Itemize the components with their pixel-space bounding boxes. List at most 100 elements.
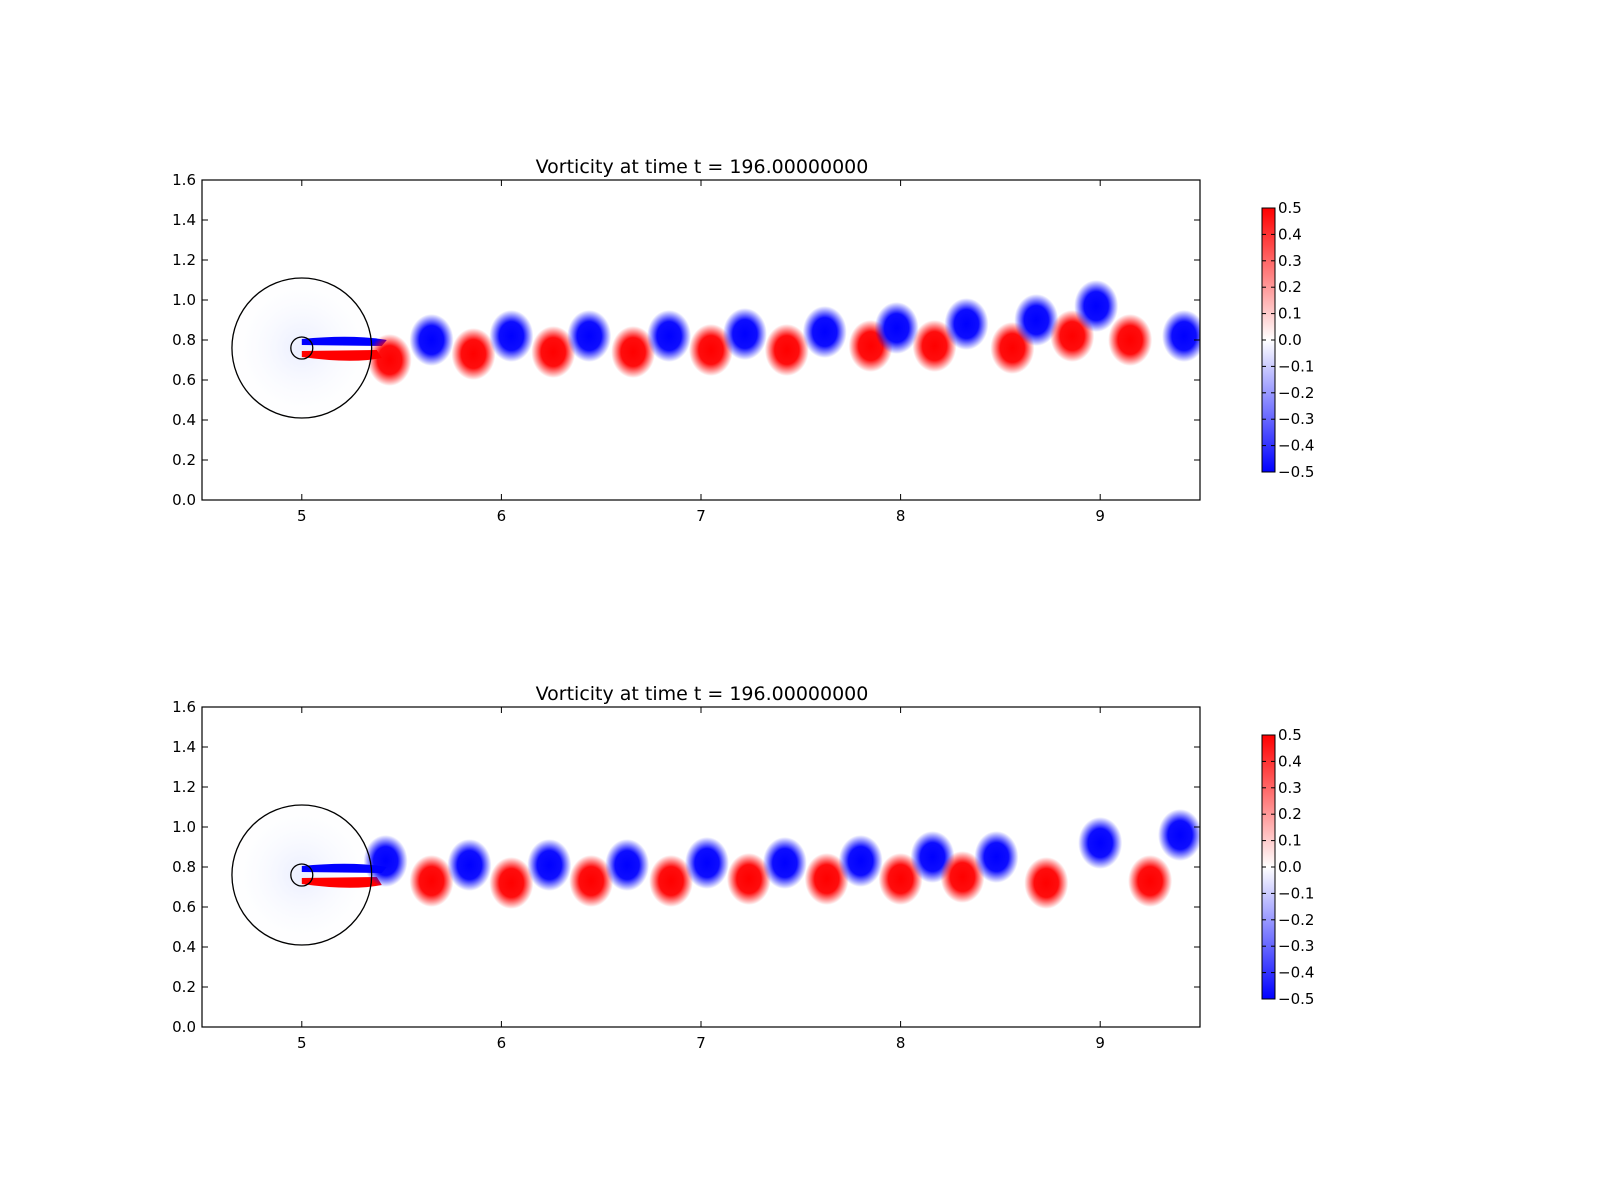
shear-layer-lower — [301, 877, 382, 888]
colorbar-tick-label: 0.2 — [1278, 278, 1302, 296]
y-tick-label: 0.2 — [172, 451, 196, 469]
x-axis: 5 6 7 8 9 — [297, 707, 1105, 1052]
vortex-negative — [409, 314, 454, 366]
vortex-positive — [1128, 855, 1173, 907]
vorticity-panel-bottom: Vorticity at time t = 196.00000000 5 6 7 8 9… — [172, 683, 1314, 1052]
y-tick-label: 0.8 — [172, 858, 196, 876]
vortex-positive — [1024, 857, 1069, 909]
x-tick-label: 6 — [497, 507, 507, 525]
colorbar-tick-label: 0.3 — [1278, 779, 1302, 797]
colorbar-tick-label: −0.5 — [1278, 463, 1314, 481]
y-tick-label: 1.6 — [172, 171, 196, 189]
y-axis: 0.0 0.2 0.4 0.6 0.8 1.0 1.2 1.4 1.6 — [172, 171, 1200, 509]
vortex-positive — [878, 853, 923, 905]
colorbar-tick-label: 0.5 — [1278, 199, 1302, 217]
vortex-negative — [489, 310, 534, 362]
colorbar-tick-label: 0.1 — [1278, 305, 1302, 323]
x-tick-label: 9 — [1095, 1034, 1105, 1052]
vortex-positive — [804, 853, 849, 905]
x-tick-label: 8 — [896, 1034, 906, 1052]
y-tick-label: 1.6 — [172, 698, 196, 716]
colorbar-tick-label: 0.4 — [1278, 225, 1302, 243]
colorbar: 0.5 0.4 0.3 0.2 0.1 0.0 −0.1 −0.2 −0.3 −0.4 −0.5 — [1261, 199, 1314, 481]
colorbar-tick-label: 0.0 — [1278, 858, 1302, 876]
vortex-negative — [974, 831, 1019, 883]
x-tick-label: 5 — [297, 507, 307, 525]
vortex-negative — [1078, 817, 1123, 869]
x-tick-label: 5 — [297, 1034, 307, 1052]
colorbar-tick-label: −0.4 — [1278, 437, 1314, 455]
vortex-positive — [688, 324, 733, 376]
vortex-negative — [944, 298, 989, 350]
shear-layer-lower — [301, 350, 382, 361]
y-tick-label: 1.2 — [172, 778, 196, 796]
y-tick-label: 0.8 — [172, 331, 196, 349]
x-tick-label: 6 — [497, 1034, 507, 1052]
y-tick-label: 1.4 — [172, 211, 196, 229]
cylinder-circle — [290, 336, 314, 360]
vortex-positive — [726, 853, 771, 905]
vortex-negative — [647, 310, 692, 362]
colorbar-tick-label: −0.2 — [1278, 911, 1314, 929]
vortex-negative — [762, 837, 807, 889]
vortex-negative — [605, 839, 650, 891]
vortex-positive — [912, 320, 957, 372]
colorbar-tick-label: −0.1 — [1278, 884, 1314, 902]
vortex-negative — [1162, 310, 1200, 362]
vorticity-field — [221, 794, 1200, 956]
y-tick-label: 1.0 — [172, 818, 196, 836]
y-tick-label: 0.4 — [172, 411, 196, 429]
vortex-negative — [874, 302, 919, 354]
vortex-negative — [1074, 280, 1119, 332]
y-tick-label: 0.0 — [172, 491, 196, 509]
colorbar: 0.5 0.4 0.3 0.2 0.1 0.0 −0.1 −0.2 −0.3 −0.4 −0.5 — [1261, 726, 1314, 1008]
colorbar-tick-label: 0.0 — [1278, 331, 1302, 349]
y-tick-label: 0.0 — [172, 1018, 196, 1036]
x-tick-label: 8 — [896, 507, 906, 525]
vortex-negative — [722, 308, 767, 360]
vortex-positive — [489, 857, 534, 909]
vortex-positive — [531, 326, 576, 378]
vortex-positive — [409, 855, 454, 907]
y-tick-label: 0.6 — [172, 898, 196, 916]
cylinder-circle — [290, 863, 314, 887]
vortex-negative — [684, 837, 729, 889]
vortex-positive — [611, 326, 656, 378]
colorbar-tick-label: −0.2 — [1278, 384, 1314, 402]
y-tick-label: 0.4 — [172, 938, 196, 956]
colorbar-tick-label: −0.3 — [1278, 937, 1314, 955]
colorbar-tick-label: 0.4 — [1278, 752, 1302, 770]
colorbar-tick-label: −0.5 — [1278, 990, 1314, 1008]
chart-title: Vorticity at time t = 196.00000000 — [536, 156, 869, 178]
vortex-negative — [802, 306, 847, 358]
colorbar-tick-label: 0.5 — [1278, 726, 1302, 744]
vortex-positive — [569, 855, 614, 907]
x-tick-label: 7 — [696, 1034, 706, 1052]
vortex-negative — [567, 310, 612, 362]
y-tick-label: 1.0 — [172, 291, 196, 309]
colorbar-tick-label: 0.2 — [1278, 805, 1302, 823]
vorticity-field — [221, 267, 1200, 429]
y-tick-label: 1.4 — [172, 738, 196, 756]
x-axis: 5 6 7 8 9 — [297, 180, 1105, 525]
colorbar-tick-label: −0.1 — [1278, 357, 1314, 375]
outer-circle — [231, 277, 373, 419]
vortex-positive — [367, 334, 412, 386]
shear-layer-upper — [301, 336, 387, 346]
cylinder-circles — [231, 277, 373, 419]
y-axis: 0.0 0.2 0.4 0.6 0.8 1.0 1.2 1.4 1.6 — [172, 698, 1200, 1036]
vortex-negative — [527, 839, 572, 891]
vortex-positive — [1108, 314, 1153, 366]
cylinder-circles — [231, 804, 373, 946]
vortex-negative — [363, 835, 408, 887]
vortex-negative — [838, 835, 883, 887]
vortex-positive — [649, 855, 694, 907]
y-tick-label: 1.2 — [172, 251, 196, 269]
chart-title: Vorticity at time t = 196.00000000 — [536, 683, 869, 705]
vortex-positive — [940, 851, 985, 903]
vorticity-panel-top: Vorticity at time t = 196.00000000 5 6 7 8 9… — [172, 156, 1314, 525]
vortex-positive — [764, 324, 809, 376]
cylinder-halo — [221, 267, 383, 429]
x-tick-label: 7 — [696, 507, 706, 525]
